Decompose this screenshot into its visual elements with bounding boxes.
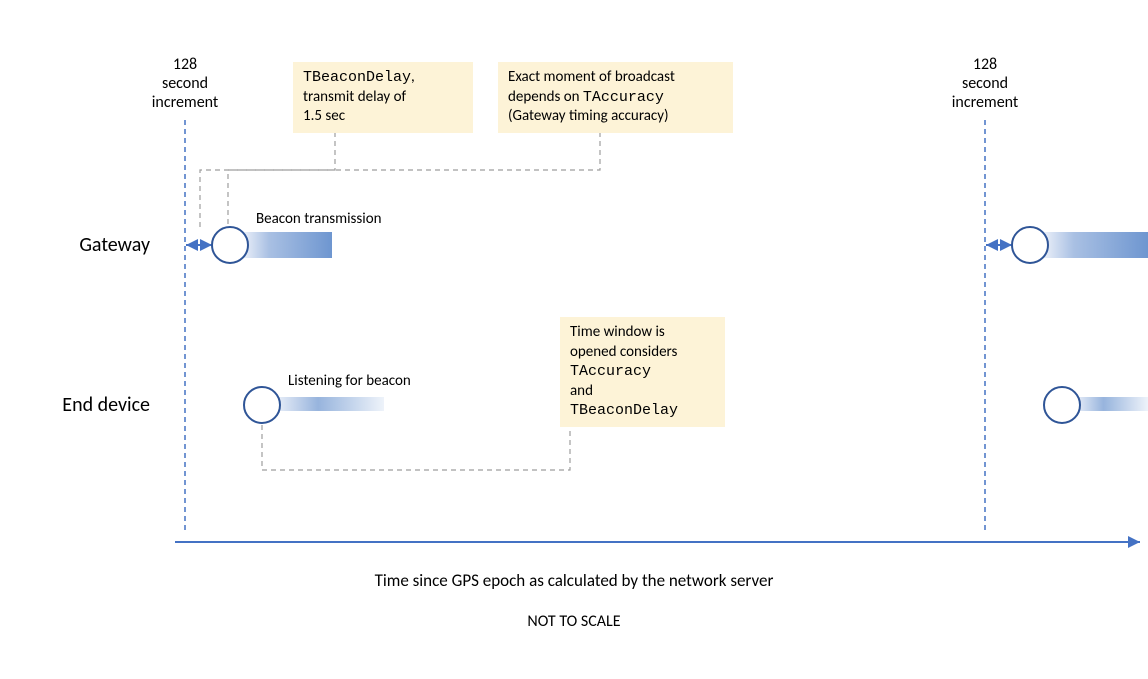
- enddev-circle-2: [1044, 387, 1080, 423]
- row-label-enddevice: End device: [20, 393, 150, 417]
- tick-label-right: 128secondincrement: [940, 55, 1030, 113]
- note-tbeacon-mono: TBeaconDelay: [303, 69, 411, 86]
- note-taccuracy-l2b: TAccuracy: [583, 89, 664, 106]
- note-window: Time window is opened considers TAccurac…: [560, 317, 725, 427]
- tick-label-left: 128secondincrement: [140, 55, 230, 113]
- listen-bar-2: [1074, 397, 1148, 411]
- note-window-l2: opened considers: [570, 343, 677, 361]
- row-label-gateway: Gateway: [20, 233, 150, 257]
- axis-subcaption: NOT TO SCALE: [0, 612, 1148, 631]
- axis-caption: Time since GPS epoch as calculated by th…: [0, 570, 1148, 591]
- note-window-m1: TAccuracy: [570, 363, 651, 380]
- label-listening: Listening for beacon: [288, 372, 411, 390]
- note-taccuracy-l2a: depends on: [508, 88, 583, 106]
- note-taccuracy: Exact moment of broadcast depends on TAc…: [498, 62, 733, 133]
- label-beacon-tx: Beacon transmission: [256, 210, 381, 228]
- note-window-mid: and: [570, 382, 593, 400]
- leader-window: [262, 425, 570, 470]
- note-tbeacon: TBeaconDelay,transmit delay of1.5 sec: [293, 62, 473, 133]
- note-taccuracy-l1: Exact moment of broadcast: [508, 68, 675, 86]
- beacon-bar-1: [242, 232, 332, 258]
- beacon-bar-2: [1042, 232, 1148, 258]
- gateway-circle-1: [212, 227, 248, 263]
- gateway-circle-2: [1012, 227, 1048, 263]
- note-taccuracy-l3: (Gateway timing accuracy): [508, 107, 669, 125]
- listen-bar-1: [274, 397, 384, 411]
- note-window-l1: Time window is: [570, 323, 665, 341]
- note-window-m2: TBeaconDelay: [570, 402, 678, 419]
- enddev-circle-1: [244, 387, 280, 423]
